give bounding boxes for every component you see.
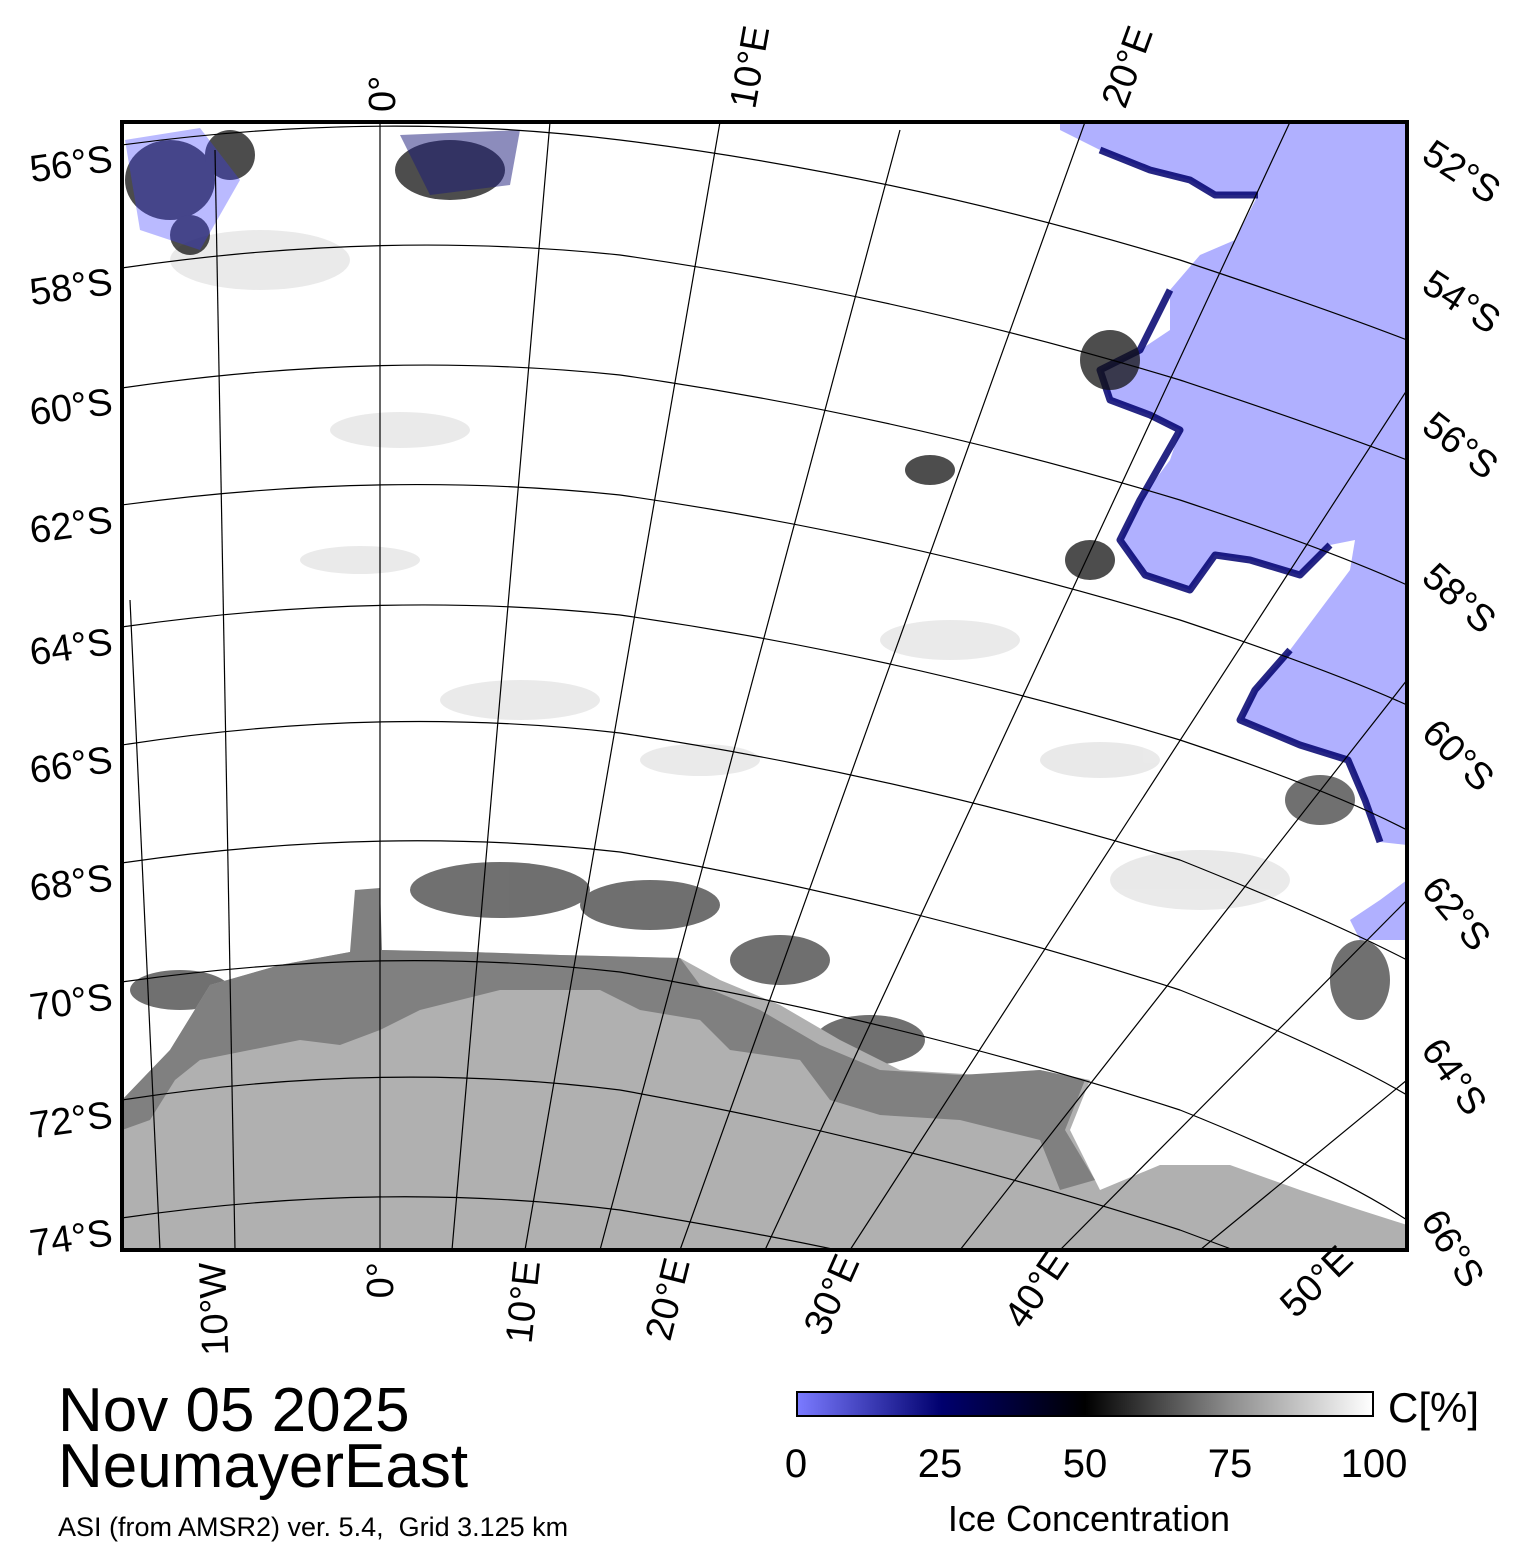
water-patch-west [125, 128, 240, 250]
lat-label: 64°S [27, 621, 115, 674]
lat-label: 54°S [1415, 262, 1507, 342]
colorbar-tick: 25 [917, 1442, 963, 1486]
lat-label: 64°S [1413, 1031, 1495, 1123]
colorbar-tick: 0 [784, 1442, 808, 1486]
water-patch-north [400, 130, 520, 195]
lon-label: 10°W [192, 1262, 237, 1357]
open-water-east [1060, 122, 1407, 845]
graticule [122, 122, 1407, 1250]
latitude-labels-left: 56°S 58°S 60°S 62°S 64°S 66°S 68°S 70°S … [27, 138, 115, 1265]
colorbar-label: Ice Concentration [947, 1498, 1231, 1539]
lat-label: 70°S [27, 976, 115, 1029]
longitude-labels-top: 0° 10°E 20°E [362, 21, 1162, 113]
lat-label: 58°S [1414, 555, 1504, 642]
colorbar-unit: C[%] [1388, 1384, 1480, 1431]
map-frame [120, 120, 1409, 1252]
open-water-patch [1350, 880, 1407, 940]
lat-label: 66°S [1412, 1203, 1492, 1295]
colorbar-tick: 50 [1062, 1442, 1108, 1486]
lat-label: 60°S [1414, 712, 1502, 800]
lat-label: 62°S [27, 499, 115, 552]
lon-label: 40°E [996, 1244, 1077, 1336]
lat-label: 52°S [1415, 132, 1507, 212]
longitude-labels-bottom: 10°W 0° 10°E 20°E 30°E 40°E 50°E [192, 1238, 1361, 1356]
lon-label: 20°E [638, 1254, 699, 1345]
map-date: Nov 05 2025 [58, 1376, 410, 1445]
data-source: ASI (from AMSR2) ver. 5.4, Grid 3.125 km [58, 1512, 569, 1542]
lon-label: 10°E [723, 23, 779, 112]
colorbar-tick: 100 [1340, 1442, 1408, 1486]
colorbar-tick: 75 [1207, 1442, 1253, 1486]
colorbar [796, 1391, 1374, 1417]
map-area [122, 122, 1407, 1250]
sea-ice-texture [170, 230, 1290, 910]
lon-label: 0° [362, 76, 404, 112]
lat-label: 58°S [27, 261, 115, 314]
map-region: NeumayerEast [58, 1432, 469, 1501]
lon-label: 20°E [1094, 21, 1162, 113]
coastal-ice-patches [130, 775, 1390, 1065]
lat-label: 62°S [1413, 869, 1498, 959]
lat-label: 56°S [27, 138, 115, 191]
lat-label: 72°S [27, 1094, 115, 1147]
lon-label: 10°E [499, 1259, 549, 1346]
lat-label: 60°S [27, 381, 115, 434]
lat-label: 66°S [27, 739, 115, 792]
lon-label: 0° [360, 1262, 402, 1298]
lat-label: 68°S [27, 857, 115, 910]
lat-label: 74°S [27, 1212, 115, 1265]
latitude-labels-right: 52°S 54°S 56°S 58°S 60°S 62°S 64°S 66°S [1412, 132, 1507, 1295]
lat-label: 56°S [1414, 404, 1505, 488]
lon-label: 30°E [796, 1249, 868, 1342]
ice-shelf [122, 888, 1095, 1190]
